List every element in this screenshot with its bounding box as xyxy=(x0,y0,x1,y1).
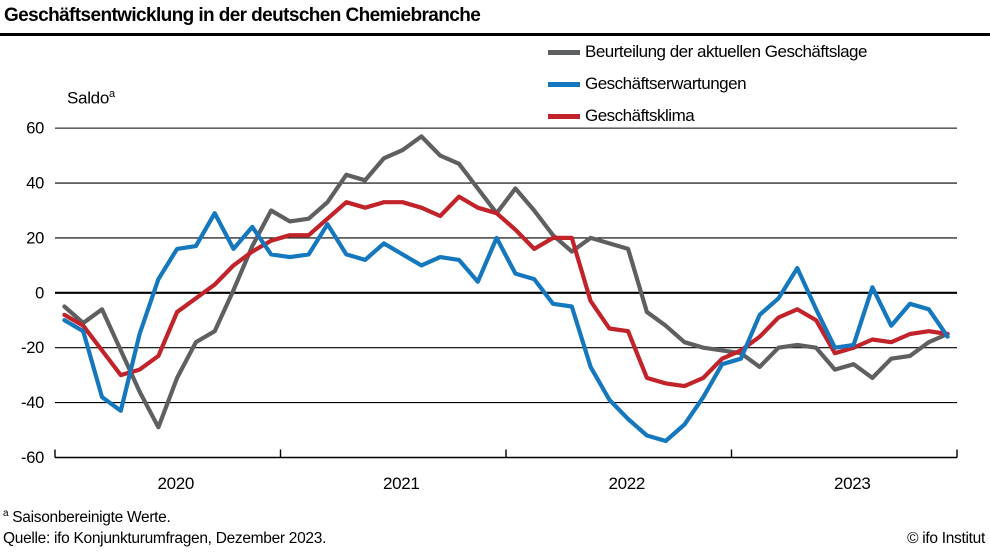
legend-swatch-erwartungen xyxy=(548,81,580,87)
legend-item-lage: Beurteilung der aktuellen Geschäftslage xyxy=(548,36,867,68)
x-tick-label: 2023 xyxy=(834,474,871,493)
legend-label: Geschäftsklima xyxy=(585,106,695,125)
x-tick-label: 2021 xyxy=(383,474,420,493)
y-tick-label: -40 xyxy=(21,394,44,412)
legend-swatch-lage xyxy=(548,49,580,55)
legend-item-erwartungen: Geschäftserwartungen xyxy=(548,68,867,100)
series-line-0 xyxy=(62,134,950,430)
source-note: Quelle: ifo Konjunkturumfragen, Dezember… xyxy=(3,530,327,547)
x-tick-label: 2022 xyxy=(608,474,645,493)
chart-legend: Beurteilung der aktuellen Geschäftslage … xyxy=(548,36,867,132)
y-tick-label: 40 xyxy=(26,175,44,193)
y-axis-label: Saldoa xyxy=(67,88,115,108)
y-tick-label: 0 xyxy=(35,284,44,302)
legend-label: Beurteilung der aktuellen Geschäftslage xyxy=(585,42,867,61)
series-line-1 xyxy=(62,211,950,444)
y-tick-label: 20 xyxy=(26,229,44,247)
x-tick-label: 2020 xyxy=(157,474,194,493)
legend-swatch-klima xyxy=(548,113,580,119)
legend-item-klima: Geschäftsklima xyxy=(548,100,867,132)
legend-label: Geschäftserwartungen xyxy=(585,74,747,93)
copyright-note: © ifo Institut xyxy=(907,530,985,547)
y-tick-label: -60 xyxy=(21,449,44,467)
title-divider xyxy=(0,33,990,36)
series-line-2 xyxy=(62,194,950,389)
y-tick-label: 60 xyxy=(26,120,44,138)
footnote: a Saisonbereinigte Werte. xyxy=(3,508,171,527)
page-title: Geschäftsentwicklung in der deutschen Ch… xyxy=(4,5,481,26)
y-tick-label: -20 xyxy=(21,339,44,357)
